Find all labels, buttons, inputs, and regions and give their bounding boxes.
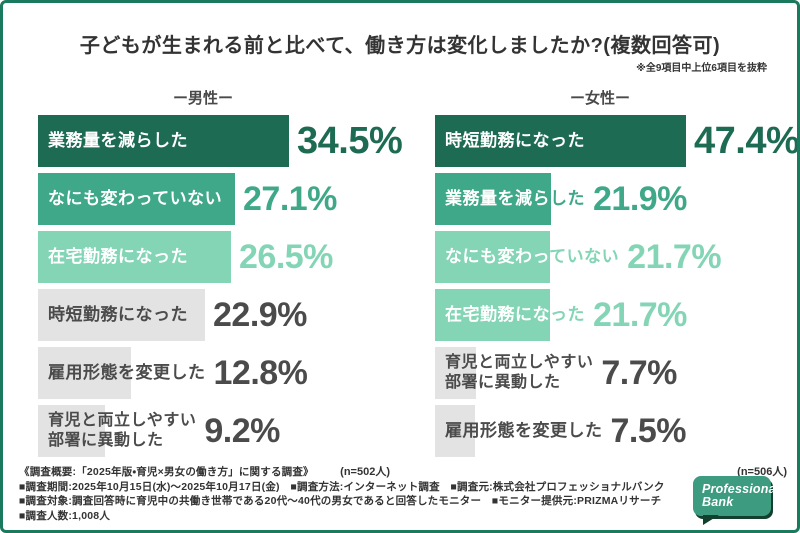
bar-label-text: 在宅勤務になった	[48, 247, 188, 267]
page-title: 子どもが生まれる前と比べて、働き方は変化しましたか?(複数回答可)	[79, 35, 721, 57]
bar-row: なにも変わっていない なにも変わっていない 27.1%	[38, 173, 398, 225]
bar	[435, 115, 686, 167]
professional-bank-logo: Professional Bank	[693, 476, 780, 525]
chart-columns: ー男性ー 業務量を減らした 業務量を減らした 34.5% なにも変わっていない なにも変…	[38, 87, 797, 479]
male-column: ー男性ー 業務量を減らした 業務量を減らした 34.5% なにも変わっていない なにも変…	[38, 87, 403, 479]
bar-label-text-overflow: 業務量を減らした	[48, 131, 188, 151]
title-note: ※全9項目中上位6項目を抜粋	[636, 63, 767, 74]
bar-label-text: 業務量を減らした	[445, 189, 585, 209]
bar-label-text: 育児と両立しやすい 部署に異動した	[445, 354, 594, 391]
bar	[38, 115, 289, 167]
bar-label-text: 育児と両立しやすい 部署に異動した	[48, 412, 197, 449]
bar	[38, 347, 131, 399]
bar-row: 在宅勤務になった 在宅勤務になった 21.7%	[435, 289, 795, 341]
bar-label: 時短勤務になった 時短勤務になった	[445, 130, 686, 151]
male-bar-rows: 業務量を減らした 業務量を減らした 34.5% なにも変わっていない なにも変わっていな…	[38, 115, 403, 457]
bar-label: 雇用形態を変更した	[48, 362, 206, 383]
bar-value: 26.5%	[239, 237, 333, 276]
bar-row: 業務量を減らした 業務量を減らした 34.5%	[38, 115, 403, 167]
bar-label-text: なにも変わっていない	[48, 189, 223, 209]
bar-row-content: 育児と両立しやすい 部署に異動した 7.7%	[435, 347, 795, 399]
bar-label-text-overflow: なにも変わっていない	[445, 247, 620, 267]
bar-row: 雇用形態を変更した 7.5%	[435, 405, 795, 457]
bar	[38, 173, 235, 225]
bar-row-content: 業務量を減らした 業務量を減らした 21.9%	[435, 173, 795, 225]
survey-target-monitor: ■調査対象:調査回答時に育児中の共働き世帯である20代〜40代の男女であると回答…	[19, 495, 662, 507]
bar-value: 7.5%	[610, 411, 687, 450]
bar	[435, 173, 551, 225]
bar-row-content: 業務量を減らした 業務量を減らした 34.5%	[38, 115, 403, 167]
bar-value: 22.9%	[213, 295, 307, 334]
bar-label-text: 業務量を減らした	[48, 131, 188, 151]
bar-row: 雇用形態を変更した 12.8%	[38, 347, 398, 399]
bar-row-content: なにも変わっていない なにも変わっていない 21.7%	[435, 231, 795, 283]
bar-value: 21.9%	[593, 179, 687, 218]
bar-label-text: 時短勤務になった	[48, 305, 188, 325]
survey-overview: 《調査概要:「2025年版・育児×男女の働き方」に関する調査》 ■調査期間:20…	[19, 465, 677, 523]
bar	[435, 289, 550, 341]
bar-label-text-overflow: 時短勤務になった	[445, 131, 585, 151]
survey-overview-title: 《調査概要:「2025年版・育児×男女の働き方」に関する調査》	[19, 466, 314, 478]
bar	[435, 405, 475, 457]
female-column-header: ー女性ー	[569, 90, 630, 107]
bar-row: 育児と両立しやすい 部署に異動した 7.7%	[435, 347, 795, 399]
survey-period-method-source: ■調査期間:2025年10月15日(水)〜2025年10月17日(金) ■調査方…	[19, 480, 665, 493]
bar-label: 育児と両立しやすい 部署に異動した	[445, 353, 593, 393]
bar-label: 雇用形態を変更した	[445, 420, 603, 441]
bar-label: 在宅勤務になった 在宅勤務になった	[445, 304, 585, 325]
female-bar-rows: 時短勤務になった 時短勤務になった 47.4% 業務量を減らした 業務量を減らした 21.…	[435, 115, 797, 457]
bar-label-text-overflow: 業務量を減らした	[445, 189, 585, 209]
bar-value: 27.1%	[243, 179, 337, 218]
bar-value: 34.5%	[297, 119, 403, 162]
bar-label: 育児と両立しやすい 部署に異動した	[48, 411, 196, 451]
bar-label-text: 在宅勤務になった	[445, 305, 585, 325]
bar-row-content: 育児と両立しやすい 部署に異動した 9.2%	[38, 405, 398, 457]
bar-value: 9.2%	[204, 411, 280, 450]
bar-value: 21.7%	[627, 237, 722, 276]
bar-label: 業務量を減らした 業務量を減らした	[445, 188, 585, 209]
bar	[435, 231, 550, 283]
bar-row: 時短勤務になった 22.9%	[38, 289, 398, 341]
male-column-header: ー男性ー	[172, 90, 233, 107]
bar-row-content: 時短勤務になった 22.9%	[38, 289, 398, 341]
bar-row-content: 在宅勤務になった 在宅勤務になった 21.7%	[435, 289, 795, 341]
bar	[435, 347, 476, 399]
bar-label: なにも変わっていない なにも変わっていない	[48, 188, 235, 209]
bar-label: 時短勤務になった	[48, 304, 205, 325]
survey-respondents: ■調査人数:1,008人	[19, 509, 111, 522]
bar-label: 業務量を減らした 業務量を減らした	[48, 130, 289, 151]
bar-label-text: 雇用形態を変更した	[48, 363, 206, 383]
bar	[38, 289, 205, 341]
bar-value: 47.4%	[694, 119, 800, 162]
bar-label: 在宅勤務になった 在宅勤務になった	[48, 246, 231, 267]
male-sample-size: (n=502人)	[340, 466, 390, 478]
bar-value: 12.8%	[213, 353, 308, 392]
female-column: ー女性ー 時短勤務になった 時短勤務になった 47.4% 業務量を減らした 業務量を減ら…	[435, 87, 797, 479]
bar-row: 育児と両立しやすい 部署に異動した 9.2%	[38, 405, 398, 457]
bar	[38, 231, 231, 283]
bar-row-content: 雇用形態を変更した 12.8%	[38, 347, 398, 399]
bar-value: 21.7%	[593, 295, 687, 334]
bar-row: 時短勤務になった 時短勤務になった 47.4%	[435, 115, 797, 167]
bar-row: 在宅勤務になった 在宅勤務になった 26.5%	[38, 231, 398, 283]
bar-label-text: 雇用形態を変更した	[445, 421, 603, 441]
bar-row: 業務量を減らした 業務量を減らした 21.9%	[435, 173, 795, 225]
bar-row: なにも変わっていない なにも変わっていない 21.7%	[435, 231, 795, 283]
bar-row-content: 在宅勤務になった 在宅勤務になった 26.5%	[38, 231, 398, 283]
bar	[38, 405, 105, 457]
bar-value: 7.7%	[601, 353, 677, 392]
logo-text-professional: Professional	[702, 482, 780, 496]
bar-label-text-overflow: なにも変わっていない	[48, 189, 223, 209]
female-sample-size: (n=506人)	[737, 466, 787, 478]
bar-row-content: 雇用形態を変更した 7.5%	[435, 405, 795, 457]
bar-row-content: 時短勤務になった 時短勤務になった 47.4%	[435, 115, 797, 167]
logo-text-bank: Bank	[702, 495, 734, 509]
bar-label-text: 時短勤務になった	[445, 131, 585, 151]
bar-label-text-overflow: 在宅勤務になった	[48, 247, 188, 267]
bar-label: なにも変わっていない なにも変わっていない	[445, 246, 619, 267]
bar-row-content: なにも変わっていない なにも変わっていない 27.1%	[38, 173, 398, 225]
bar-label-text-overflow: 在宅勤務になった	[445, 305, 585, 325]
